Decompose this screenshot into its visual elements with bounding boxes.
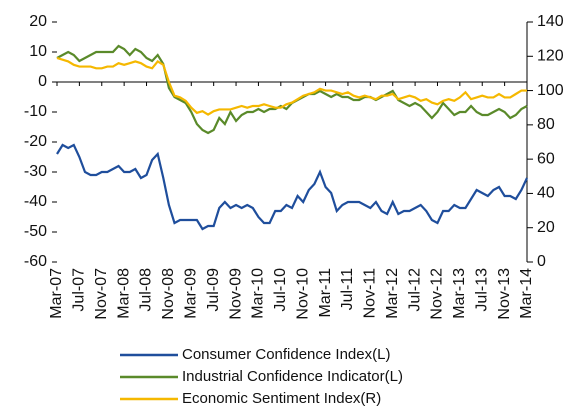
y-tick-label: 20 [29,13,47,30]
y-tick-label: -20 [24,133,47,150]
legend-label: Industrial Confidence Indicator(L) [182,368,403,385]
x-tick-label: Nov-10 [294,268,311,320]
series-line [56,56,527,116]
x-tick-label: Mar-13 [451,268,468,319]
x-tick-label: Jul-08 [138,268,155,312]
y-tick-label: -60 [24,253,47,270]
x-tick-label: Mar-14 [518,268,535,319]
x-tick-label: Jul-10 [272,268,289,312]
y2-tick-label: 40 [537,185,555,202]
y-tick-label: 10 [29,43,47,60]
x-tick-label: Mar-09 [183,268,200,319]
x-tick-label: Jul-07 [71,268,88,312]
y2-tick-label: 140 [537,13,564,30]
series-line [56,143,528,231]
x-tick-label: Mar-08 [115,268,132,319]
y2-tick-label: 20 [537,219,555,236]
x-tick-label: Jul-11 [339,268,356,310]
x-tick-label: Nov-12 [429,268,446,320]
x-tick-label: Jul-12 [406,268,423,312]
y-tick-label: -40 [24,193,47,210]
x-tick-label: Nov-07 [93,268,110,320]
x-tick-label: Mar-10 [250,268,267,319]
y2-tick-label: 100 [537,82,564,99]
x-tick-label: Nov-13 [496,268,513,320]
y2-tick-label: 120 [537,48,564,65]
y-tick-label: -50 [24,223,47,240]
x-tick-label: Nov-11 [362,268,379,318]
y2-tick-label: 80 [537,116,555,133]
x-tick-label: Mar-07 [48,268,65,319]
x-tick-label: Nov-09 [227,268,244,320]
series-line [56,44,528,135]
x-tick-label: Nov-08 [160,268,177,320]
legend-label: Consumer Confidence Index(L) [182,346,390,363]
legend-label: Economic Sentiment Index(R) [182,390,381,407]
y-tick-label: -10 [24,103,47,120]
y2-tick-label: 60 [537,150,555,167]
y-tick-label: -30 [24,163,47,180]
x-tick-label: Mar-12 [384,268,401,319]
x-tick-label: Jul-13 [473,268,490,312]
x-tick-label: Jul-09 [205,268,222,312]
y-tick-label: 0 [38,73,47,90]
x-tick-label: Mar-11 [317,268,334,318]
y2-tick-label: 0 [537,253,546,270]
